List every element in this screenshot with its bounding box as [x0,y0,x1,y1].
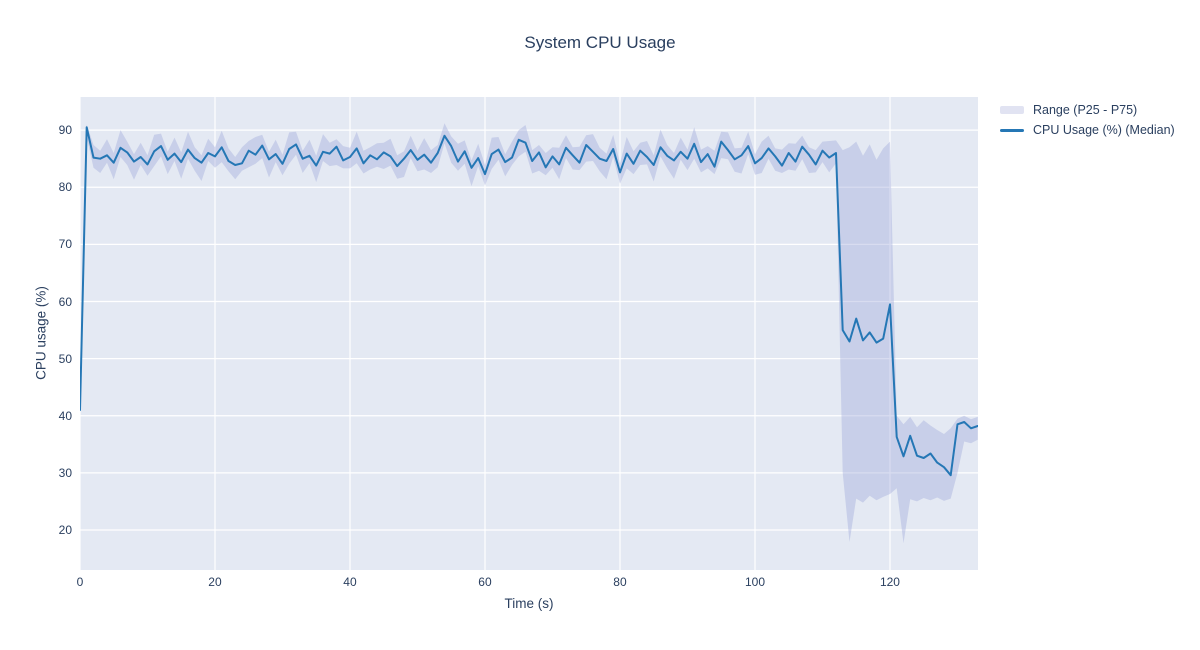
plot-area [80,97,978,570]
legend-item-median: CPU Usage (%) (Median) [1000,123,1175,137]
p25-p75-band [80,123,978,544]
x-tick-label: 0 [76,575,84,589]
x-tick-label: 80 [613,575,627,589]
x-tick-label: 60 [478,575,492,589]
y-axis-title: CPU usage (%) [33,286,49,380]
x-tick-label: 20 [208,575,222,589]
median-line [80,126,978,477]
chart-title: System CPU Usage [524,33,676,52]
x-tick-label: 100 [744,575,765,589]
legend-label-median: CPU Usage (%) (Median) [1033,123,1175,137]
x-tick-label: 120 [879,575,900,589]
legend-item-range: Range (P25 - P75) [1000,103,1175,117]
x-tick-label: 40 [343,575,357,589]
y-tick-label: 20 [58,523,72,537]
legend-band-swatch [1000,106,1024,114]
legend: Range (P25 - P75) CPU Usage (%) (Median) [1000,103,1175,143]
legend-line-swatch [1000,128,1024,132]
y-tick-label: 40 [58,408,72,423]
y-tick-label: 90 [58,123,72,138]
y-tick-label: 60 [58,294,72,309]
legend-label-range: Range (P25 - P75) [1033,103,1138,117]
y-tick-label: 80 [58,180,72,195]
y-tick-label: 50 [58,351,72,366]
y-tick-label: 30 [58,465,72,480]
x-axis-title: Time (s) [504,596,554,611]
y-tick-label: 70 [58,237,72,252]
chart-svg [80,97,978,570]
